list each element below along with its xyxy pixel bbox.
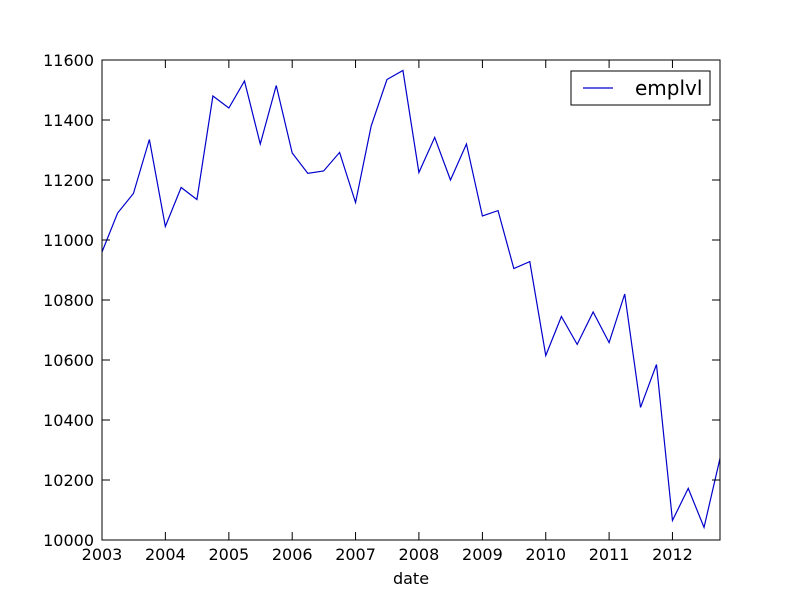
y-tick-label: 10400 bbox=[43, 411, 94, 430]
x-tick-label: 2012 bbox=[652, 545, 693, 564]
x-tick-label: 2011 bbox=[589, 545, 630, 564]
x-tick-label: 2007 bbox=[335, 545, 376, 564]
legend-entry: emplvl bbox=[635, 76, 702, 100]
y-tick-label: 11600 bbox=[43, 51, 94, 70]
legend: emplvl bbox=[570, 70, 711, 106]
y-tick-label: 10600 bbox=[43, 351, 94, 370]
x-tick-label: 2010 bbox=[525, 545, 566, 564]
y-tick-label: 11400 bbox=[43, 111, 94, 130]
x-tick-label: 2005 bbox=[209, 545, 250, 564]
y-tick-label: 11000 bbox=[43, 231, 94, 250]
axis-ticks: 2003 2004 2005 2006 2007 2008 2009 2010 2011 2012… bbox=[43, 51, 720, 564]
series-layer bbox=[101, 69, 721, 530]
y-tick-label: 10000 bbox=[43, 531, 94, 550]
y-tick-label: 10200 bbox=[43, 471, 94, 490]
x-tick-label: 2008 bbox=[399, 545, 440, 564]
x-tick-label: 2009 bbox=[462, 545, 503, 564]
x-axis-label: date bbox=[393, 569, 429, 588]
y-tick-label: 10800 bbox=[43, 291, 94, 310]
x-tick-label: 2004 bbox=[145, 545, 186, 564]
x-tick-label: 2006 bbox=[272, 545, 313, 564]
y-tick-label: 11200 bbox=[43, 171, 94, 190]
series-line-emplvl bbox=[101, 69, 721, 530]
x-tick-label: 2003 bbox=[82, 545, 123, 564]
